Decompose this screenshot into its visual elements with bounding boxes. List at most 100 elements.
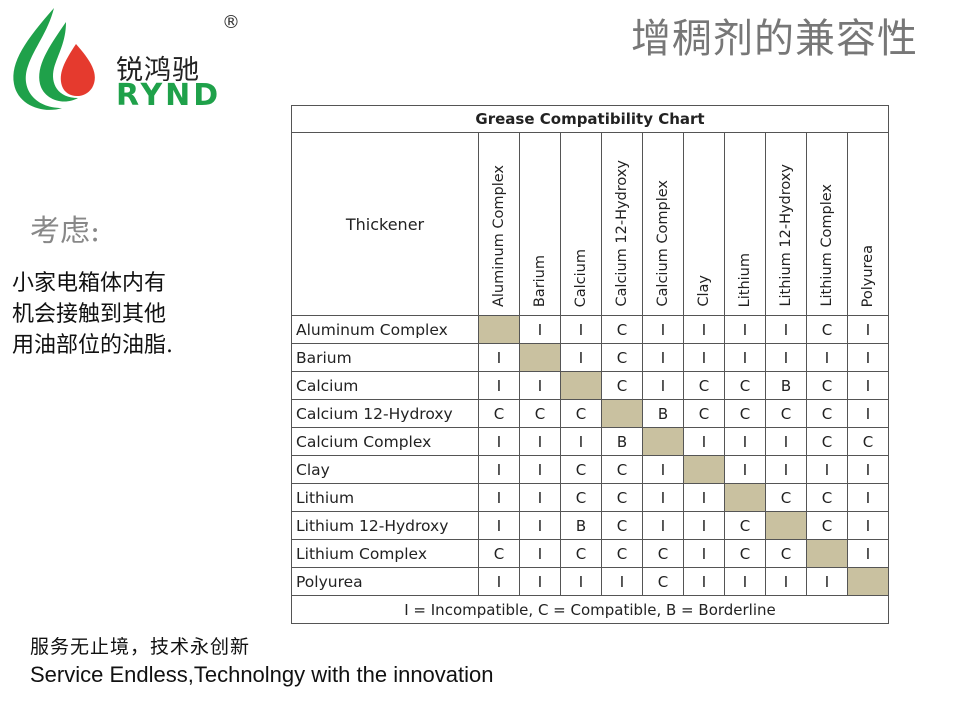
diagonal-cell bbox=[683, 455, 725, 484]
table-legend: I = Incompatible, C = Compatible, B = Bo… bbox=[291, 595, 889, 624]
compatibility-cell: I bbox=[847, 483, 889, 512]
compatibility-cell: I bbox=[724, 455, 766, 484]
compatibility-cell: I bbox=[519, 567, 561, 596]
compatibility-cell: I bbox=[683, 567, 725, 596]
note-line: 小家电箱体内有 bbox=[12, 271, 167, 296]
grease-compatibility-table: Grease Compatibility Chart Thickener Alu… bbox=[291, 105, 889, 624]
compatibility-cell: I bbox=[683, 539, 725, 568]
compatibility-cell: C bbox=[478, 399, 520, 428]
column-header: Calcium 12-Hydroxy bbox=[601, 132, 643, 316]
compatibility-cell: I bbox=[724, 343, 766, 372]
compatibility-cell: C bbox=[519, 399, 561, 428]
compatibility-cell: C bbox=[601, 455, 643, 484]
diagonal-cell bbox=[847, 567, 889, 596]
compatibility-cell: C bbox=[601, 539, 643, 568]
compatibility-cell: I bbox=[560, 343, 602, 372]
column-header: Aluminum Complex bbox=[478, 132, 520, 316]
compatibility-cell: I bbox=[519, 483, 561, 512]
table-title: Grease Compatibility Chart bbox=[291, 105, 889, 133]
compatibility-cell: C bbox=[560, 399, 602, 428]
compatibility-cell: I bbox=[519, 511, 561, 540]
compatibility-cell: I bbox=[806, 567, 848, 596]
row-label: Calcium bbox=[291, 371, 479, 400]
table-row: Barium I I C I I I I I I bbox=[291, 343, 889, 372]
table-row: Calcium I I C I C C B C I bbox=[291, 371, 889, 400]
table-row: Aluminum Complex I I C I I I I C I bbox=[291, 315, 889, 344]
compatibility-cell: C bbox=[847, 427, 889, 456]
compatibility-cell: I bbox=[847, 539, 889, 568]
table-row: Lithium I I C C I I C C I bbox=[291, 483, 889, 512]
flame-drop-icon bbox=[13, 8, 95, 110]
note-line: 用油部位的油脂. bbox=[12, 333, 173, 358]
column-header-label: Lithium Complex bbox=[819, 184, 835, 307]
slogan-english: Service Endless,Technolngy with the inno… bbox=[30, 662, 494, 687]
compatibility-cell: I bbox=[478, 511, 520, 540]
compatibility-cell: I bbox=[478, 483, 520, 512]
table-row: Calcium Complex I I I B I I I C C bbox=[291, 427, 889, 456]
compatibility-cell: I bbox=[765, 455, 807, 484]
compatibility-cell: C bbox=[601, 371, 643, 400]
column-header: Clay bbox=[683, 132, 725, 316]
compatibility-cell: I bbox=[560, 567, 602, 596]
diagonal-cell bbox=[642, 427, 684, 456]
compatibility-cell: I bbox=[683, 483, 725, 512]
diagonal-cell bbox=[806, 539, 848, 568]
compatibility-cell: C bbox=[724, 371, 766, 400]
compatibility-cell: I bbox=[847, 343, 889, 372]
row-label: Calcium 12-Hydroxy bbox=[291, 399, 479, 428]
compatibility-cell: I bbox=[519, 539, 561, 568]
compatibility-cell: I bbox=[601, 567, 643, 596]
column-header-label: Barium bbox=[532, 254, 548, 307]
diagonal-cell bbox=[519, 343, 561, 372]
logo-chinese-name: 锐鸿驰 bbox=[116, 55, 200, 86]
page-title: 增稠剂的兼容性 bbox=[631, 16, 918, 62]
row-label: Polyurea bbox=[291, 567, 479, 596]
slogan-chinese: 服务无止境，技术永创新 bbox=[30, 636, 251, 658]
compatibility-cell: I bbox=[806, 343, 848, 372]
compatibility-cell: C bbox=[642, 567, 684, 596]
diagonal-cell bbox=[765, 511, 807, 540]
column-header-label: Polyurea bbox=[860, 244, 876, 307]
compatibility-cell: I bbox=[765, 567, 807, 596]
column-header: Lithium bbox=[724, 132, 766, 316]
compatibility-cell: C bbox=[765, 399, 807, 428]
compatibility-cell: I bbox=[683, 315, 725, 344]
compatibility-cell: I bbox=[478, 371, 520, 400]
row-label: Clay bbox=[291, 455, 479, 484]
compatibility-cell: C bbox=[724, 399, 766, 428]
compatibility-cell: C bbox=[601, 315, 643, 344]
column-header: Polyurea bbox=[847, 132, 889, 316]
compatibility-cell: I bbox=[765, 315, 807, 344]
compatibility-cell: I bbox=[642, 483, 684, 512]
compatibility-cell: C bbox=[642, 539, 684, 568]
compatibility-cell: C bbox=[478, 539, 520, 568]
compatibility-cell: I bbox=[847, 511, 889, 540]
row-label: Calcium Complex bbox=[291, 427, 479, 456]
compatibility-cell: C bbox=[601, 343, 643, 372]
compatibility-cell: I bbox=[683, 511, 725, 540]
column-header: Barium bbox=[519, 132, 561, 316]
compatibility-cell: I bbox=[519, 315, 561, 344]
consider-note: 小家电箱体内有 机会接触到其他 用油部位的油脂. bbox=[12, 268, 222, 361]
compatibility-cell: I bbox=[683, 427, 725, 456]
table-row: Clay I I C C I I I I I bbox=[291, 455, 889, 484]
row-label: Barium bbox=[291, 343, 479, 372]
compatibility-cell: I bbox=[642, 511, 684, 540]
compatibility-cell: C bbox=[806, 427, 848, 456]
compatibility-cell: C bbox=[560, 455, 602, 484]
compatibility-cell: C bbox=[806, 511, 848, 540]
compatibility-cell: I bbox=[642, 343, 684, 372]
compatibility-cell: B bbox=[560, 511, 602, 540]
compatibility-cell: I bbox=[478, 343, 520, 372]
column-header-label: Lithium bbox=[737, 252, 753, 307]
row-label: Aluminum Complex bbox=[291, 315, 479, 344]
column-header: Calcium Complex bbox=[642, 132, 684, 316]
table-row: Lithium Complex C I C C C I C C I bbox=[291, 539, 889, 568]
compatibility-cell: I bbox=[847, 371, 889, 400]
compatibility-cell: I bbox=[806, 455, 848, 484]
row-label: Lithium bbox=[291, 483, 479, 512]
compatibility-cell: C bbox=[683, 371, 725, 400]
registered-mark: ® bbox=[222, 12, 240, 33]
compatibility-cell: C bbox=[560, 483, 602, 512]
compatibility-cell: I bbox=[847, 315, 889, 344]
